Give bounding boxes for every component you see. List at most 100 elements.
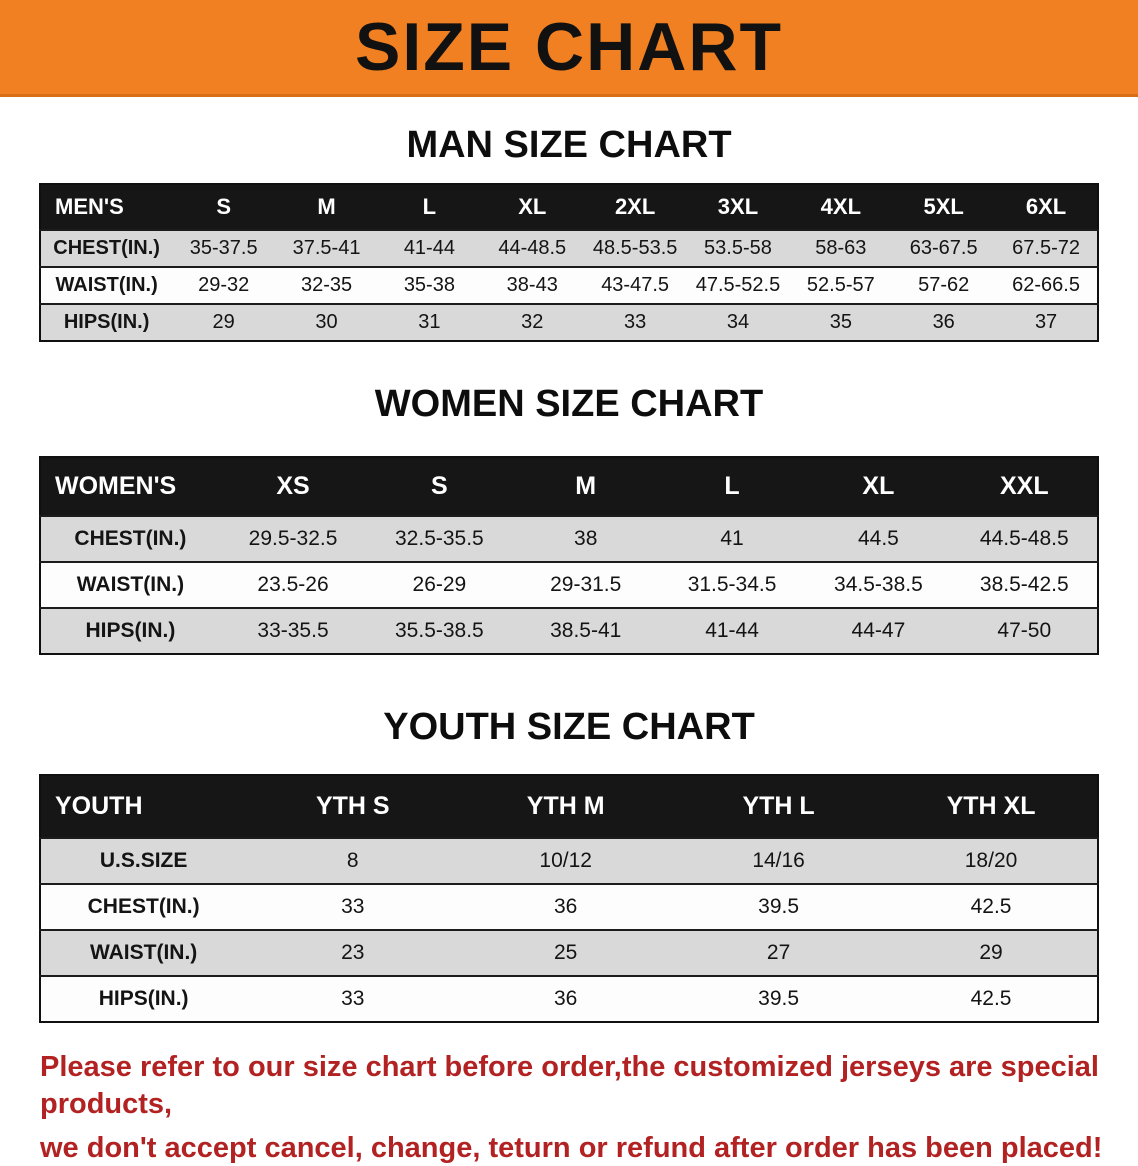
- size-value-cell: 44.5-48.5: [979, 526, 1069, 550]
- size-value-cell: 36: [932, 310, 955, 333]
- size-value-cell: 26-29: [412, 572, 467, 596]
- size-column-header: YTH M: [459, 775, 673, 839]
- size-value-cell: 44.5: [857, 526, 899, 550]
- size-column-header: S: [172, 183, 276, 230]
- measurement-label: CHEST(IN.): [53, 236, 160, 259]
- size-value-cell: 37: [1034, 310, 1058, 333]
- measurement-row: HIPS(IN.) 29 30 31 32 33 34 35 36 37: [40, 303, 1098, 341]
- measurement-label: HIPS(IN.): [98, 987, 189, 1011]
- banner-title: SIZE CHART: [355, 9, 783, 85]
- table-corner-label: WOMEN'S: [40, 456, 220, 516]
- size-value-cell: 23.5-26: [257, 572, 329, 596]
- size-value-cell: 29.5-32.5: [248, 526, 338, 550]
- size-value-cell: 10/12: [539, 849, 592, 873]
- size-value-cell: 32: [521, 310, 544, 333]
- size-value-cell: 38-43: [506, 273, 558, 296]
- size-value-cell: 63-67.5: [909, 236, 978, 259]
- size-value-cell: 31: [418, 310, 441, 333]
- measurement-label: WAIST(IN.): [76, 572, 185, 596]
- men-size-table: MEN'S S M L XL 2XL 3XL 4XL 5XL 6XL CHEST(IN.) 35-37…: [39, 182, 1099, 342]
- measurement-row: HIPS(IN.) 33-35.5 35.5-38.5 38.5-41 41-44 44-…: [40, 607, 1098, 654]
- size-value-cell: 48.5-53.5: [592, 236, 678, 259]
- size-value-cell: 31.5-34.5: [687, 572, 777, 596]
- size-value-cell: 39.5: [758, 895, 800, 919]
- size-value-cell: 42.5: [970, 987, 1012, 1011]
- youth-size-table: YOUTH YTH S YTH M YTH L YTH XL U.S.SIZE 8 10/12…: [39, 774, 1099, 1024]
- size-value-cell: 35-38: [403, 273, 455, 296]
- footer-line-2: we don't accept cancel, change, teturn o…: [40, 1131, 1103, 1164]
- measurement-row: WAIST(IN.) 23.5-26 26-29 29-31.5 31.5-34.5 34…: [40, 561, 1098, 608]
- size-column-header: XXL: [951, 456, 1098, 516]
- size-column-header: YTH S: [246, 775, 460, 839]
- size-value-cell: 29: [979, 941, 1003, 965]
- size-value-cell: 27: [766, 941, 791, 965]
- size-value-cell: 53.5-58: [704, 236, 772, 259]
- size-value-cell: 57-62: [918, 273, 970, 296]
- size-value-cell: 8: [346, 849, 359, 873]
- size-value-cell: 42.5: [970, 895, 1012, 919]
- size-value-cell: 38.5-42.5: [979, 572, 1069, 596]
- size-value-cell: 32-35: [300, 273, 353, 296]
- size-value-cell: 39.5: [758, 987, 800, 1011]
- footer-note: Please refer to our size chart before or…: [40, 1049, 1110, 1166]
- size-value-cell: 37.5-41: [292, 236, 361, 259]
- measurement-label: WAIST(IN.): [89, 941, 198, 965]
- size-column-header: YTH L: [672, 775, 886, 839]
- women-size-table: WOMEN'S XS S M L XL XXL CHEST(IN.) 29.5-32.5 32.5…: [39, 455, 1099, 655]
- size-column-header: L: [658, 456, 806, 516]
- measurement-row: WAIST(IN.) 23 25 27 29: [40, 930, 1098, 977]
- size-value-cell: 35: [829, 310, 852, 333]
- size-value-cell: 18/20: [964, 849, 1018, 873]
- size-column-header: XS: [219, 456, 367, 516]
- size-value-cell: 34: [726, 310, 750, 333]
- size-value-cell: 36: [554, 987, 578, 1011]
- size-column-header: M: [512, 456, 659, 516]
- table-header-row: YOUTH YTH S YTH M YTH L YTH XL: [40, 775, 1098, 839]
- measurement-label: WAIST(IN.): [55, 273, 158, 296]
- women-size-heading: WOMEN SIZE CHART: [374, 382, 764, 425]
- table-corner-label: YOUTH: [40, 775, 247, 839]
- youth-size-heading: YOUTH SIZE CHART: [383, 705, 755, 748]
- size-column-header: S: [366, 456, 513, 516]
- size-value-cell: 47-50: [997, 618, 1052, 642]
- size-value-cell: 38.5-41: [550, 618, 622, 642]
- size-value-cell: 29: [212, 310, 235, 333]
- size-value-cell: 35-37.5: [189, 236, 258, 259]
- measurement-label: HIPS(IN.): [85, 618, 176, 642]
- size-column-header: 6XL: [995, 183, 1098, 230]
- size-value-cell: 52.5-57: [806, 273, 875, 296]
- youth-size-section: YOUTH SIZE CHART YOUTH YTH S YTH M YTH L YTH…: [0, 705, 1138, 1024]
- size-value-cell: 43-47.5: [601, 273, 670, 296]
- size-column-header: XL: [480, 183, 584, 230]
- table-header-row: MEN'S S M L XL 2XL 3XL 4XL 5XL 6XL: [40, 183, 1098, 230]
- size-value-cell: 38: [574, 526, 598, 550]
- measurement-row: HIPS(IN.) 33 36 39.5 42.5: [40, 976, 1098, 1023]
- size-value-cell: 44-47: [851, 618, 906, 642]
- measurement-row: U.S.SIZE 8 10/12 14/16 18/20: [40, 838, 1098, 885]
- measurement-label: CHEST(IN.): [74, 526, 187, 550]
- size-column-header: 2XL: [583, 183, 687, 230]
- measurement-row: CHEST(IN.) 35-37.5 37.5-41 41-44 44-48.5 48.5…: [40, 229, 1098, 267]
- measurement-label: HIPS(IN.): [63, 310, 150, 333]
- size-column-header: M: [275, 183, 378, 230]
- size-value-cell: 67.5-72: [1012, 236, 1080, 259]
- measurement-row: CHEST(IN.) 29.5-32.5 32.5-35.5 38 41 44.5 44.5…: [40, 515, 1098, 562]
- measurement-label: CHEST(IN.): [87, 895, 200, 919]
- size-value-cell: 34.5-38.5: [834, 572, 923, 596]
- size-value-cell: 33: [623, 310, 647, 333]
- size-value-cell: 33-35.5: [257, 618, 329, 642]
- size-value-cell: 25: [554, 941, 578, 965]
- size-value-cell: 41: [720, 526, 744, 550]
- size-column-header: 3XL: [686, 183, 790, 230]
- table-corner-label: MEN'S: [40, 183, 173, 230]
- table-header-row: WOMEN'S XS S M L XL XXL: [40, 456, 1098, 516]
- size-value-cell: 36: [554, 895, 578, 919]
- size-value-cell: 33: [341, 987, 365, 1011]
- size-column-header: 5XL: [892, 183, 996, 230]
- size-value-cell: 32.5-35.5: [395, 526, 484, 550]
- measurement-label: U.S.SIZE: [99, 849, 188, 873]
- size-value-cell: 35.5-38.5: [395, 618, 484, 642]
- size-value-cell: 23: [341, 941, 365, 965]
- man-size-section: MAN SIZE CHART MEN'S S M L XL 2XL 3XL 4XL 5XL 6XL…: [0, 124, 1138, 342]
- footer-line-1: Please refer to our size chart before or…: [40, 1051, 1099, 1120]
